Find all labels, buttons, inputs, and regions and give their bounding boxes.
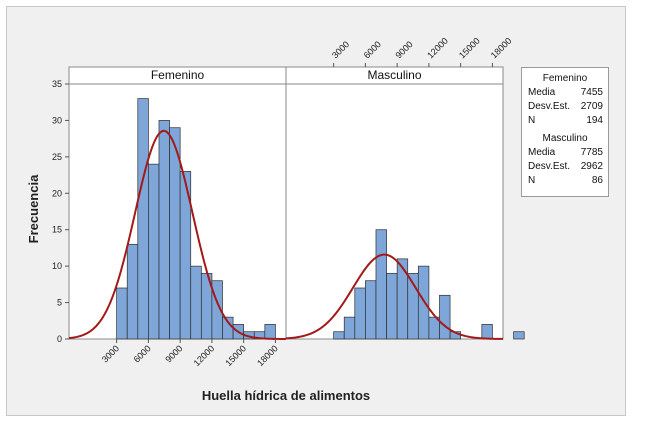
x-tick-label: 12000: [192, 343, 217, 368]
histogram-bar: [396, 258, 409, 340]
statistics-legend: Femenino Media 7455 Desv.Est. 2709 N 194 Ma…: [521, 67, 609, 197]
histogram-bar: [126, 243, 139, 340]
histogram-bar: [354, 287, 366, 340]
histogram-bar: [513, 331, 525, 340]
strip-masculino: [285, 66, 504, 85]
x-tick-label: 6000: [132, 343, 153, 364]
legend-label: N: [528, 115, 536, 126]
legend-value: 86: [591, 175, 603, 186]
bars-femenino: [116, 98, 276, 340]
y-tick-label: 10: [52, 261, 62, 271]
bars-masculino: [333, 229, 525, 340]
histogram-bar: [375, 229, 387, 340]
panel-title-masculino: Masculino: [367, 68, 421, 82]
x-tick-label: 15000: [457, 36, 482, 61]
legend-group-masculino: Masculino Media 7785 Desv.Est. 2962 N 86: [522, 132, 608, 188]
legend-label: Desv.Est.: [528, 161, 571, 172]
normal-curve-femenino: [68, 129, 287, 340]
legend-row-n: N 86: [522, 174, 608, 188]
histogram-bar: [211, 280, 223, 340]
histogram-bar: [190, 265, 202, 340]
histogram-bar: [264, 324, 276, 340]
y-tick-label: 5: [57, 298, 62, 308]
histogram-bar: [148, 163, 160, 340]
legend-value: 2709: [580, 101, 603, 112]
x-tick-label: 18000: [255, 343, 280, 368]
x-tick-label: 6000: [362, 39, 383, 60]
legend-row-desv-est: Desv.Est. 2709: [522, 100, 608, 114]
y-tick-label: 0: [57, 334, 62, 344]
histogram-bar: [179, 171, 192, 340]
legend-label: Media: [528, 87, 556, 98]
histogram-bar: [386, 273, 398, 340]
legend-row-desv-est: Desv.Est. 2962: [522, 160, 608, 174]
y-tick-label: 25: [52, 152, 62, 162]
x-tick-label: 12000: [425, 36, 450, 61]
legend-value: 7785: [580, 147, 603, 158]
histogram-bar: [481, 324, 493, 340]
x-tick-label: 18000: [489, 36, 514, 61]
legend-value: 7455: [580, 87, 603, 98]
histogram-bar: [343, 316, 356, 340]
legend-row-n: N 194: [522, 114, 608, 128]
legend-row-media: Media 7455: [522, 86, 608, 100]
x-axis-title: Huella hídrica de alimentos: [202, 388, 370, 403]
legend-row-media: Media 7785: [522, 146, 608, 160]
y-tick-label: 15: [52, 225, 62, 235]
x-tick-label: 9000: [393, 39, 414, 60]
legend-label: N: [528, 175, 536, 186]
normal-curve-masculino: [285, 253, 503, 340]
histogram-bar: [417, 265, 430, 340]
y-axis: 0 5 10 15 20 25 30 35: [52, 79, 69, 344]
histogram-bar: [365, 280, 377, 340]
histogram-bar: [116, 287, 128, 340]
histogram-bar: [439, 294, 451, 340]
y-tick-label: 20: [52, 188, 62, 198]
y-tick-label: 35: [52, 79, 62, 89]
x-tick-label: 15000: [223, 343, 248, 368]
y-tick-label: 30: [52, 115, 62, 125]
x-axis-bottom: 3000 6000 9000 12000 15000 18000: [100, 339, 280, 368]
x-tick-label: 3000: [100, 343, 121, 364]
legend-value: 194: [586, 115, 603, 126]
panel-title-femenino: Femenino: [151, 68, 205, 82]
histogram-bar: [137, 98, 149, 340]
legend-group-title: Masculino: [542, 133, 588, 144]
legend-label: Desv.Est.: [528, 101, 571, 112]
histogram-bar: [333, 331, 345, 340]
legend-value: 2962: [580, 161, 603, 172]
x-tick-label: 3000: [330, 39, 351, 60]
legend-group-femenino: Femenino Media 7455 Desv.Est. 2709 N 194: [522, 72, 608, 128]
x-axis-top: 3000 6000 9000 12000 15000 18000: [330, 36, 514, 67]
histogram-bar: [158, 120, 170, 340]
y-axis-title: Frecuencia: [26, 174, 41, 243]
legend-label: Media: [528, 147, 556, 158]
legend-group-title: Femenino: [542, 73, 588, 84]
x-tick-label: 9000: [163, 343, 184, 364]
